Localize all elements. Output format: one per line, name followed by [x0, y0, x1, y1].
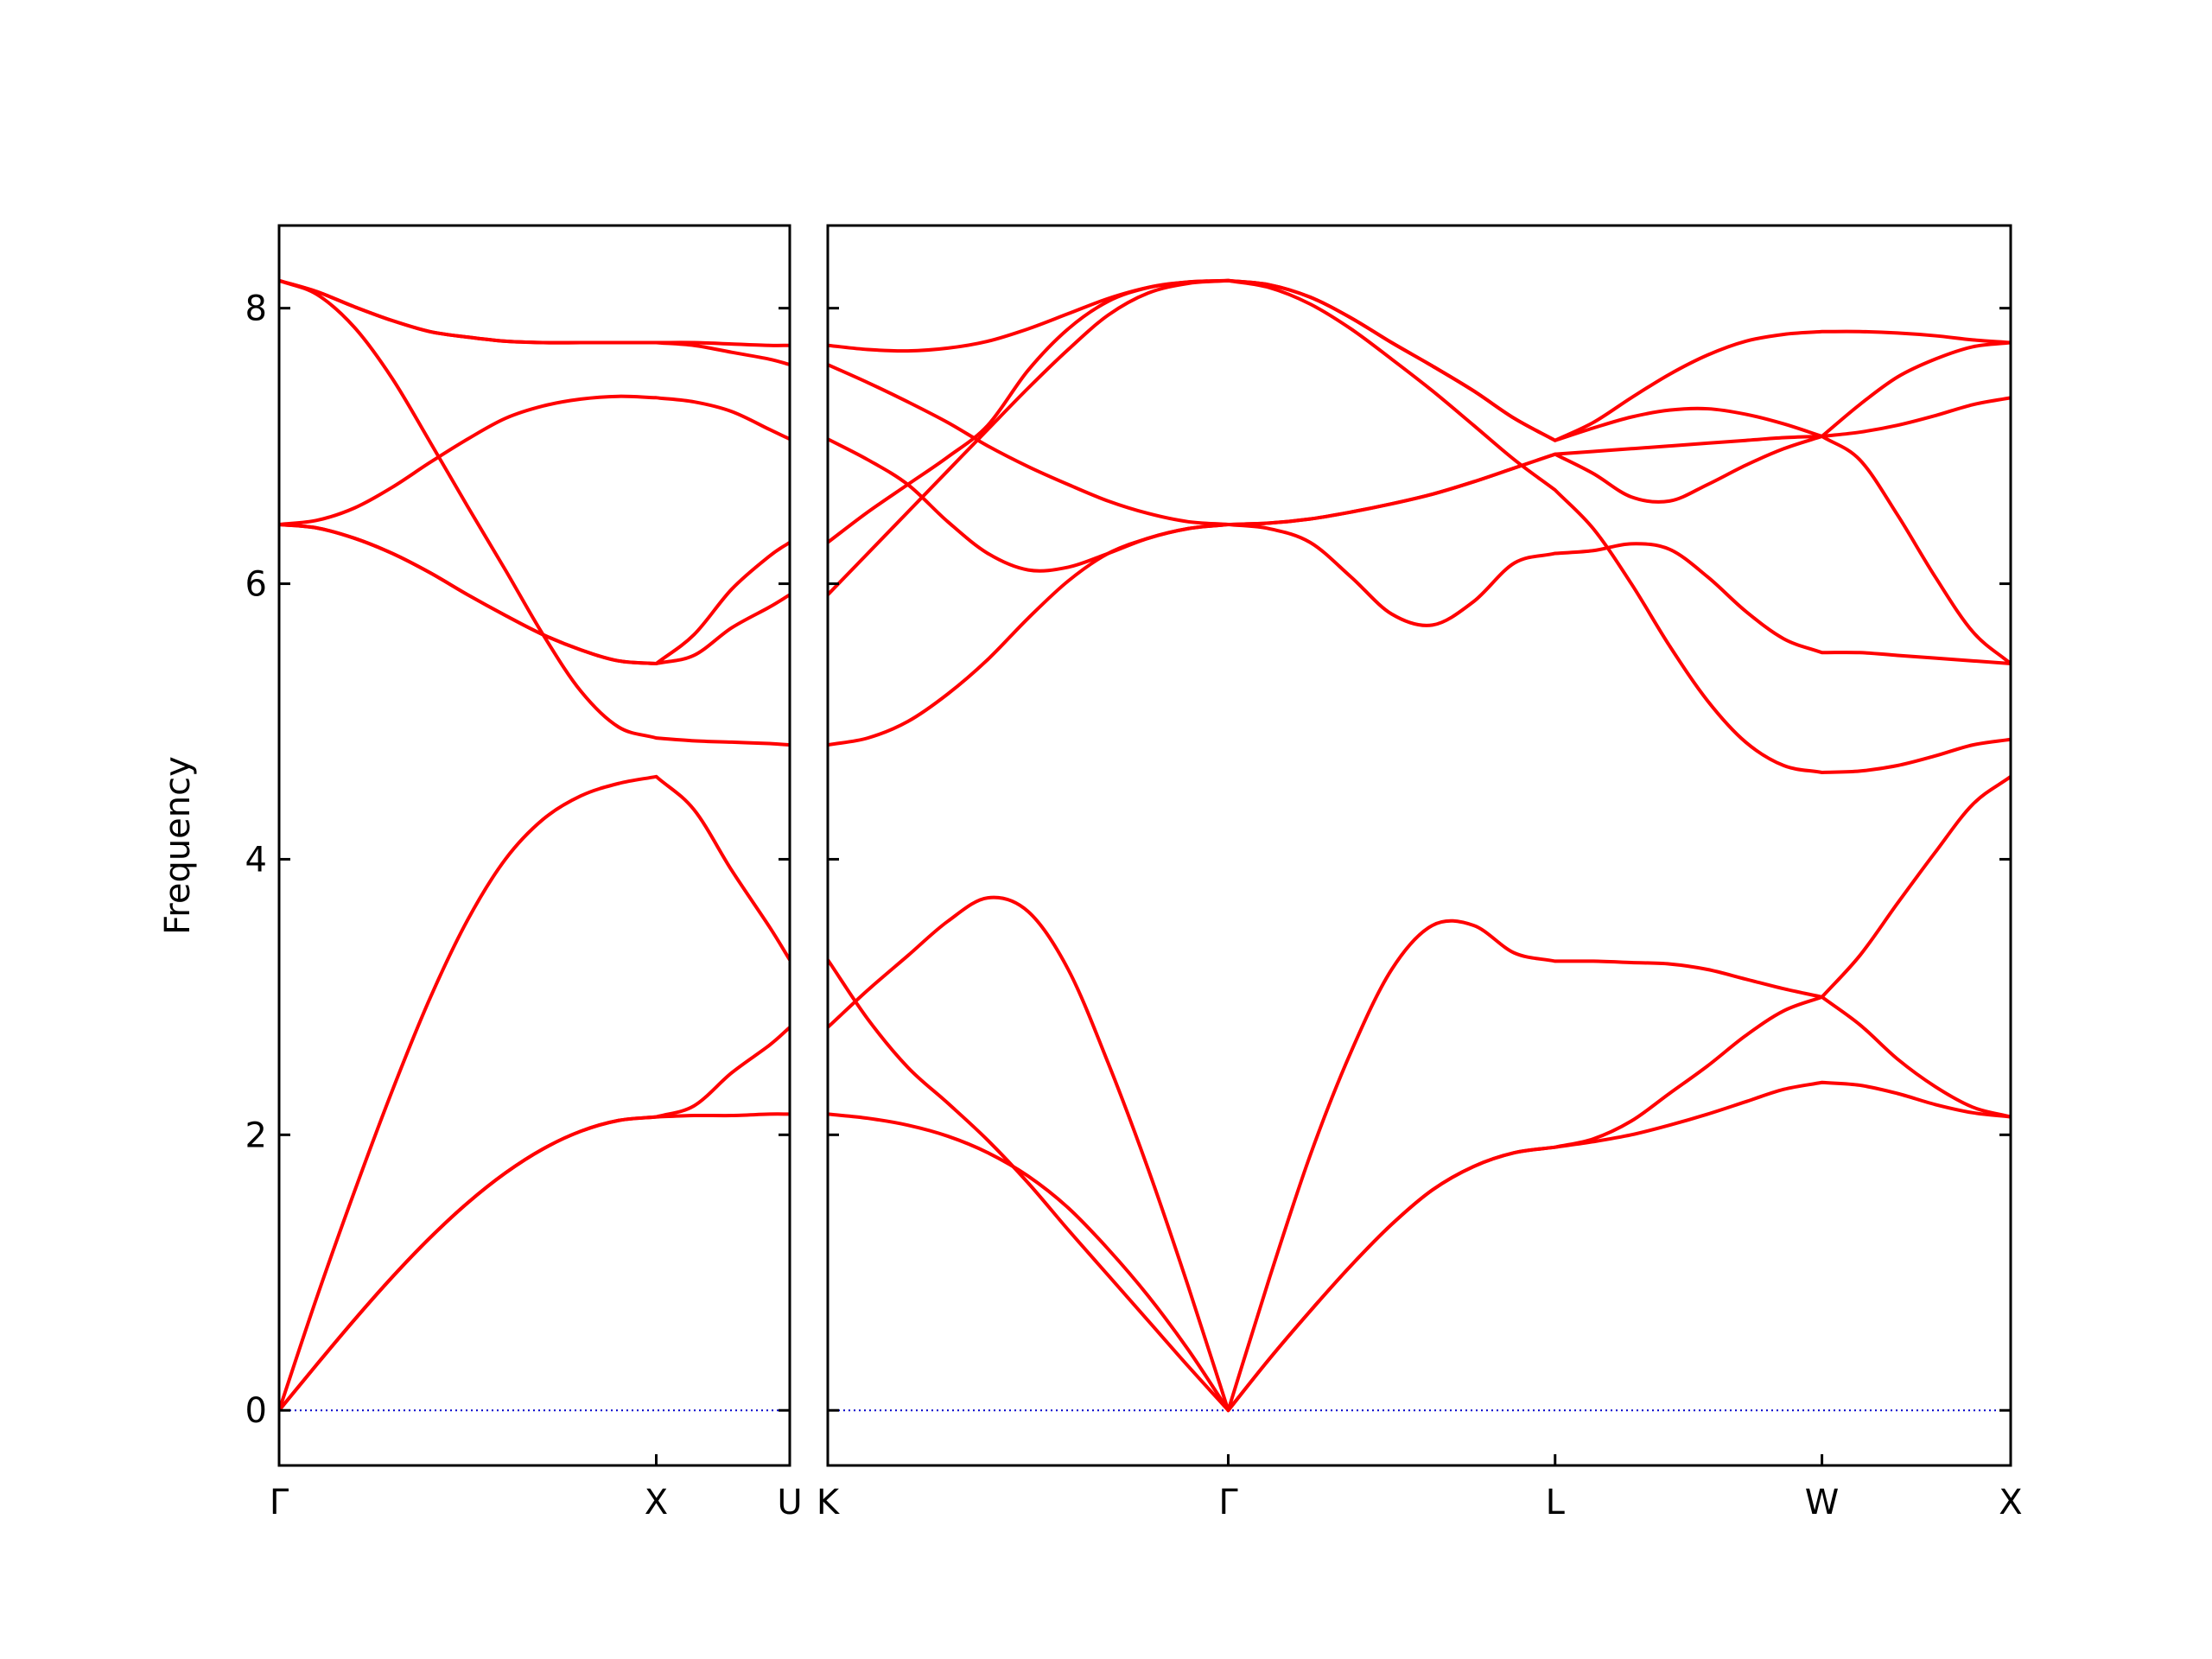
band-line: [828, 396, 2011, 573]
x-tick-label: U: [777, 1483, 802, 1522]
band-line: [828, 774, 2011, 1413]
x-tick-label: X: [1999, 1483, 2022, 1522]
band-line: [279, 1112, 790, 1413]
band-line: [828, 895, 2011, 1413]
band-line: [279, 522, 790, 666]
band-line: [828, 363, 2011, 666]
band-line: [279, 774, 790, 1413]
plot-area: [279, 278, 790, 1413]
x-tick-label: Γ: [270, 1483, 289, 1522]
x-tick-label: W: [1805, 1483, 1840, 1522]
band-line: [828, 1080, 2011, 1413]
y-tick-label: 2: [245, 1116, 267, 1155]
band-line: [279, 1025, 790, 1413]
y-tick-label: 0: [245, 1391, 267, 1431]
y-tick-label: 4: [245, 840, 267, 880]
band-line: [279, 278, 790, 347]
y-tick-label: 6: [245, 565, 267, 605]
band-line: [828, 278, 2011, 774]
band-line: [279, 278, 790, 367]
x-tick-label: Γ: [1218, 1483, 1238, 1522]
band-line: [828, 278, 2011, 442]
plot-area: [828, 278, 2011, 1413]
x-tick-label: L: [1546, 1483, 1566, 1522]
band-line: [279, 394, 790, 526]
band-line: [828, 522, 2011, 747]
band-line: [279, 278, 790, 747]
x-tick-label: K: [817, 1483, 841, 1522]
axes-frame: [277, 224, 791, 1467]
axes-frame: [826, 224, 2012, 1467]
y-tick-label: 8: [245, 289, 267, 329]
x-tick-label: X: [645, 1483, 668, 1522]
y-axis-label: Frequency: [158, 756, 198, 935]
